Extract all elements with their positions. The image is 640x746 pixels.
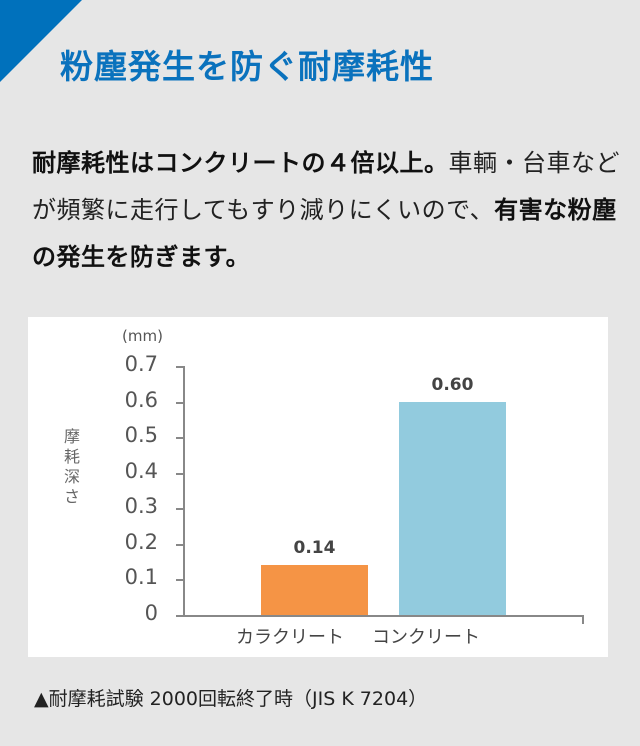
bar-2 [399, 401, 506, 615]
wear-depth-chart: (mm) 摩耗深さ 0 0.1 0.2 0.3 0.4 0.5 0.6 0.7 0.14 カラク… [28, 317, 608, 657]
section-title: 粉塵発生を防ぐ耐摩耗性 [60, 47, 434, 86]
x-axis [176, 615, 584, 617]
y-tick-label: 0.1 [124, 565, 158, 590]
y-tick-label: 0 [144, 601, 158, 625]
y-tick-label: 0.2 [124, 529, 158, 554]
bar-value-label: 0.60 [431, 374, 474, 395]
y-tick [176, 472, 184, 475]
bar-1 [261, 565, 368, 615]
y-tick [176, 543, 184, 546]
y-axis [183, 366, 185, 616]
corner-accent [0, 0, 82, 82]
y-tick-label: 0.6 [124, 387, 158, 412]
y-tick [176, 437, 184, 440]
y-axis-label: 摩耗深さ [64, 427, 81, 506]
y-tick [176, 508, 184, 511]
x-axis-end [582, 615, 584, 624]
y-tick-label: 0.4 [124, 458, 158, 483]
y-tick [176, 579, 184, 582]
category-label: コンクリート [372, 627, 480, 648]
test-note: ▲耐摩耗試験 2000回転終了時（JIS K 7204） [34, 688, 428, 710]
y-unit: (mm) [122, 327, 163, 345]
y-tick [176, 401, 184, 404]
bar-value-label: 0.14 [293, 538, 336, 559]
y-tick-label: 0.7 [124, 352, 158, 376]
y-tick [176, 366, 184, 368]
lead-paragraph: 耐摩耗性はコンクリートの４倍以上。車輌・台車などが頻繁に走行してもすり減りにくい… [32, 140, 622, 281]
lead-bold-2: 有害な粉塵の発生を防ぎます。 [32, 196, 617, 271]
category-label: カラクリート [236, 627, 344, 648]
y-tick-label: 0.5 [124, 423, 158, 448]
lead-text: 車輌・台車などが頻繁に走行してもすり減りにくいので、 [32, 149, 620, 224]
lead-bold-1: 耐摩耗性はコンクリートの４倍以上。 [32, 149, 449, 177]
y-tick-label: 0.3 [124, 494, 158, 519]
